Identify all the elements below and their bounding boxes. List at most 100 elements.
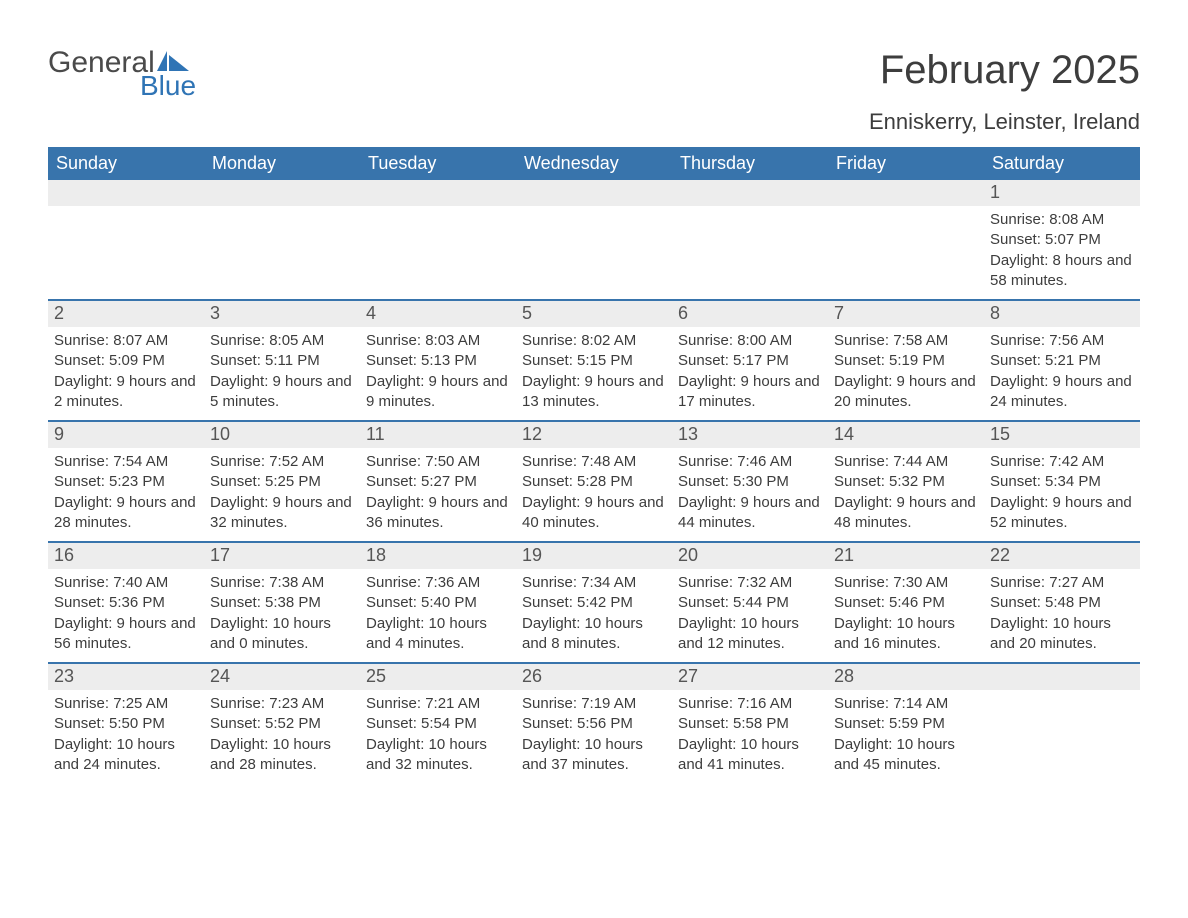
- sunrise-line: Sunrise: 8:00 AM: [678, 331, 822, 351]
- sunrise-line: Sunrise: 7:44 AM: [834, 452, 978, 472]
- day-number: 15: [984, 422, 1140, 448]
- day-details: Sunrise: 8:00 AMSunset: 5:17 PMDaylight:…: [672, 327, 828, 420]
- calendar-cell: 7Sunrise: 7:58 AMSunset: 5:19 PMDaylight…: [828, 301, 984, 420]
- sunset-line: Sunset: 5:40 PM: [366, 593, 510, 613]
- sunset-line: Sunset: 5:19 PM: [834, 351, 978, 371]
- logo-text-blue: Blue: [140, 72, 196, 100]
- sunrise-line: Sunrise: 7:46 AM: [678, 452, 822, 472]
- sunset-line: Sunset: 5:27 PM: [366, 472, 510, 492]
- sunset-line: Sunset: 5:09 PM: [54, 351, 198, 371]
- logo: General Blue: [48, 48, 196, 100]
- day-details: [516, 206, 672, 296]
- weekday-header: Wednesday: [516, 147, 672, 180]
- sunset-line: Sunset: 5:50 PM: [54, 714, 198, 734]
- sunrise-line: Sunrise: 7:23 AM: [210, 694, 354, 714]
- calendar-cell: 24Sunrise: 7:23 AMSunset: 5:52 PMDayligh…: [204, 664, 360, 783]
- day-details: Sunrise: 7:52 AMSunset: 5:25 PMDaylight:…: [204, 448, 360, 541]
- day-number: 14: [828, 422, 984, 448]
- page-header: General Blue February 2025 Enniskerry, L…: [48, 48, 1140, 135]
- day-details: Sunrise: 7:14 AMSunset: 5:59 PMDaylight:…: [828, 690, 984, 783]
- day-details: Sunrise: 7:16 AMSunset: 5:58 PMDaylight:…: [672, 690, 828, 783]
- day-number: 25: [360, 664, 516, 690]
- day-details: [828, 206, 984, 296]
- calendar-cell: 2Sunrise: 8:07 AMSunset: 5:09 PMDaylight…: [48, 301, 204, 420]
- day-number: 18: [360, 543, 516, 569]
- day-number: 2: [48, 301, 204, 327]
- sunset-line: Sunset: 5:38 PM: [210, 593, 354, 613]
- calendar-cell: 3Sunrise: 8:05 AMSunset: 5:11 PMDaylight…: [204, 301, 360, 420]
- calendar-cell: 10Sunrise: 7:52 AMSunset: 5:25 PMDayligh…: [204, 422, 360, 541]
- weekday-header-row: Sunday Monday Tuesday Wednesday Thursday…: [48, 147, 1140, 180]
- day-details: Sunrise: 8:05 AMSunset: 5:11 PMDaylight:…: [204, 327, 360, 420]
- day-number: 10: [204, 422, 360, 448]
- weekday-header: Saturday: [984, 147, 1140, 180]
- calendar-week: 16Sunrise: 7:40 AMSunset: 5:36 PMDayligh…: [48, 541, 1140, 662]
- sunset-line: Sunset: 5:34 PM: [990, 472, 1134, 492]
- daylight-line: Daylight: 9 hours and 24 minutes.: [990, 372, 1134, 413]
- day-number: [672, 180, 828, 206]
- weeks-container: 1Sunrise: 8:08 AMSunset: 5:07 PMDaylight…: [48, 180, 1140, 783]
- sunrise-line: Sunrise: 7:58 AM: [834, 331, 978, 351]
- day-details: Sunrise: 7:34 AMSunset: 5:42 PMDaylight:…: [516, 569, 672, 662]
- daylight-line: Daylight: 10 hours and 4 minutes.: [366, 614, 510, 655]
- day-number: 17: [204, 543, 360, 569]
- day-number: 24: [204, 664, 360, 690]
- sunrise-line: Sunrise: 7:38 AM: [210, 573, 354, 593]
- calendar: Sunday Monday Tuesday Wednesday Thursday…: [48, 147, 1140, 783]
- daylight-line: Daylight: 10 hours and 37 minutes.: [522, 735, 666, 776]
- month-title: February 2025: [869, 48, 1140, 93]
- calendar-cell: 28Sunrise: 7:14 AMSunset: 5:59 PMDayligh…: [828, 664, 984, 783]
- day-details: Sunrise: 7:23 AMSunset: 5:52 PMDaylight:…: [204, 690, 360, 783]
- weekday-header: Tuesday: [360, 147, 516, 180]
- sunset-line: Sunset: 5:48 PM: [990, 593, 1134, 613]
- sunrise-line: Sunrise: 7:32 AM: [678, 573, 822, 593]
- sunrise-line: Sunrise: 7:36 AM: [366, 573, 510, 593]
- day-number: 13: [672, 422, 828, 448]
- sunset-line: Sunset: 5:11 PM: [210, 351, 354, 371]
- calendar-cell: [984, 664, 1140, 783]
- day-details: Sunrise: 7:54 AMSunset: 5:23 PMDaylight:…: [48, 448, 204, 541]
- sunset-line: Sunset: 5:56 PM: [522, 714, 666, 734]
- daylight-line: Daylight: 10 hours and 12 minutes.: [678, 614, 822, 655]
- calendar-cell: 16Sunrise: 7:40 AMSunset: 5:36 PMDayligh…: [48, 543, 204, 662]
- day-number: 26: [516, 664, 672, 690]
- sunrise-line: Sunrise: 7:50 AM: [366, 452, 510, 472]
- calendar-week: 9Sunrise: 7:54 AMSunset: 5:23 PMDaylight…: [48, 420, 1140, 541]
- calendar-cell: 21Sunrise: 7:30 AMSunset: 5:46 PMDayligh…: [828, 543, 984, 662]
- calendar-cell: [48, 180, 204, 299]
- sunset-line: Sunset: 5:44 PM: [678, 593, 822, 613]
- day-number: 27: [672, 664, 828, 690]
- day-details: Sunrise: 7:21 AMSunset: 5:54 PMDaylight:…: [360, 690, 516, 783]
- calendar-cell: 22Sunrise: 7:27 AMSunset: 5:48 PMDayligh…: [984, 543, 1140, 662]
- sunrise-line: Sunrise: 8:05 AM: [210, 331, 354, 351]
- daylight-line: Daylight: 9 hours and 48 minutes.: [834, 493, 978, 534]
- day-details: Sunrise: 7:27 AMSunset: 5:48 PMDaylight:…: [984, 569, 1140, 662]
- day-number: [828, 180, 984, 206]
- day-number: 16: [48, 543, 204, 569]
- calendar-cell: 18 Sunrise: 7:36 AMSunset: 5:40 PMDayligh…: [360, 543, 516, 662]
- calendar-cell: 12Sunrise: 7:48 AMSunset: 5:28 PMDayligh…: [516, 422, 672, 541]
- sunrise-line: Sunrise: 7:48 AM: [522, 452, 666, 472]
- day-number: 12: [516, 422, 672, 448]
- daylight-line: Daylight: 9 hours and 52 minutes.: [990, 493, 1134, 534]
- day-details: Sunrise: 7:50 AMSunset: 5:27 PMDaylight:…: [360, 448, 516, 541]
- day-number: 11: [360, 422, 516, 448]
- sunrise-line: Sunrise: 8:03 AM: [366, 331, 510, 351]
- day-number: [984, 664, 1140, 690]
- daylight-line: Daylight: 9 hours and 40 minutes.: [522, 493, 666, 534]
- daylight-line: Daylight: 8 hours and 58 minutes.: [990, 251, 1134, 292]
- calendar-cell: [516, 180, 672, 299]
- title-block: February 2025 Enniskerry, Leinster, Irel…: [869, 48, 1140, 135]
- daylight-line: Daylight: 10 hours and 20 minutes.: [990, 614, 1134, 655]
- calendar-cell: 6Sunrise: 8:00 AMSunset: 5:17 PMDaylight…: [672, 301, 828, 420]
- sunset-line: Sunset: 5:17 PM: [678, 351, 822, 371]
- calendar-cell: [828, 180, 984, 299]
- daylight-line: Daylight: 9 hours and 5 minutes.: [210, 372, 354, 413]
- calendar-cell: 26Sunrise: 7:19 AMSunset: 5:56 PMDayligh…: [516, 664, 672, 783]
- calendar-cell: 9Sunrise: 7:54 AMSunset: 5:23 PMDaylight…: [48, 422, 204, 541]
- day-number: 21: [828, 543, 984, 569]
- calendar-cell: 1Sunrise: 8:08 AMSunset: 5:07 PMDaylight…: [984, 180, 1140, 299]
- day-details: Sunrise: 7:40 AMSunset: 5:36 PMDaylight:…: [48, 569, 204, 662]
- calendar-cell: 20Sunrise: 7:32 AMSunset: 5:44 PMDayligh…: [672, 543, 828, 662]
- daylight-line: Daylight: 9 hours and 44 minutes.: [678, 493, 822, 534]
